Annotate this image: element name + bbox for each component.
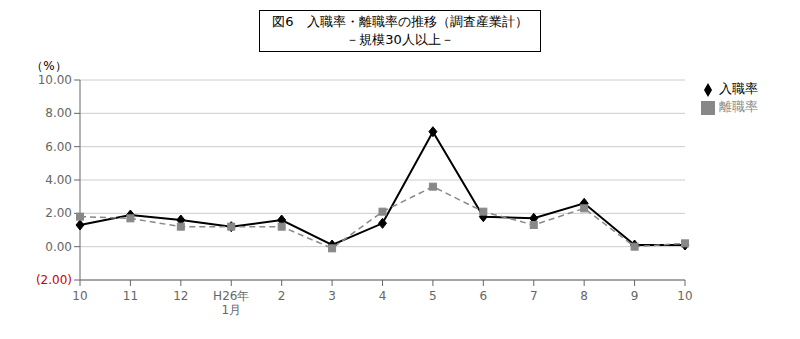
svg-text:10: 10 — [72, 289, 87, 303]
svg-text:0.00: 0.00 — [45, 240, 72, 254]
svg-text:(2.00): (2.00) — [36, 273, 72, 287]
svg-text:10.00: 10.00 — [38, 73, 72, 87]
svg-text:7: 7 — [530, 289, 538, 303]
svg-text:4: 4 — [379, 289, 387, 303]
svg-text:10: 10 — [677, 289, 692, 303]
html-text:入職率: 入職率 — [719, 81, 758, 96]
svg-text:11: 11 — [123, 289, 138, 303]
html-text:離職率: 離職率 — [719, 99, 758, 114]
svg-text:8: 8 — [580, 289, 588, 303]
svg-text:9: 9 — [631, 289, 639, 303]
html-text:－規模30人以上－: －規模30人以上－ — [346, 32, 454, 47]
svg-text:5: 5 — [429, 289, 437, 303]
svg-text:8.00: 8.00 — [45, 106, 72, 120]
svg-text:4.00: 4.00 — [45, 173, 72, 187]
svg-text:H26年1月: H26年1月 — [213, 289, 249, 317]
svg-text:12: 12 — [173, 289, 188, 303]
svg-text:2: 2 — [278, 289, 286, 303]
svg-text:6: 6 — [480, 289, 488, 303]
svg-text:3: 3 — [328, 289, 336, 303]
svg-text:2.00: 2.00 — [45, 206, 72, 220]
html-text:図6 入職率・離職率の推移（調査産業計）: 図6 入職率・離職率の推移（調査産業計） — [272, 14, 528, 29]
svg-text:（%）: （%） — [31, 59, 66, 73]
svg-text:6.00: 6.00 — [45, 140, 72, 154]
